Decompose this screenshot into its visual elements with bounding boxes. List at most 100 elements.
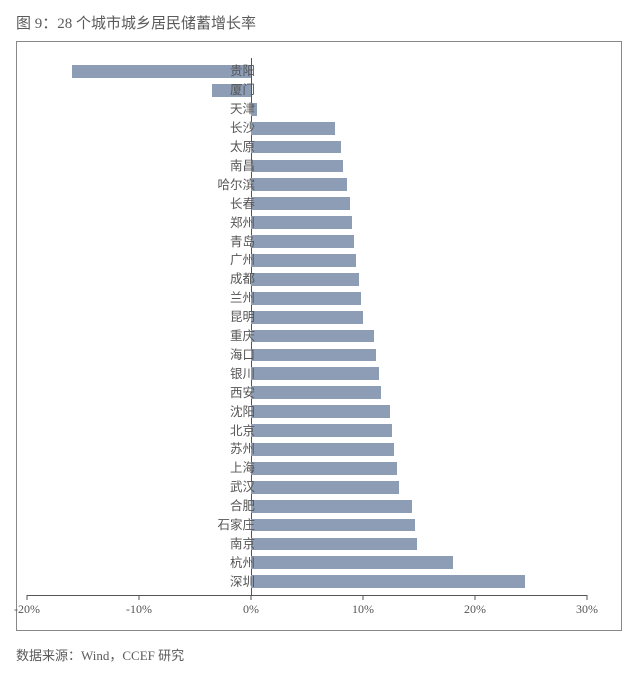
bar-row: 上海: [27, 462, 597, 475]
bar-row: 哈尔滨: [27, 178, 597, 191]
x-tick-mark: [139, 595, 140, 600]
category-label: 长沙: [230, 122, 255, 135]
category-label: 沈阳: [230, 405, 255, 418]
bar-row: 合肥: [27, 500, 597, 513]
bar-row: 青岛: [27, 235, 597, 248]
bar: [251, 254, 356, 267]
category-label: 青岛: [230, 235, 255, 248]
bar-row: 南昌: [27, 160, 597, 173]
category-label: 西安: [230, 386, 255, 399]
bar-row: 沈阳: [27, 405, 597, 418]
bar-row: 海口: [27, 349, 597, 362]
bar-row: 成都: [27, 273, 597, 286]
bar-row: 郑州: [27, 216, 597, 229]
category-label: 郑州: [230, 216, 255, 229]
bar-row: 石家庄: [27, 519, 597, 532]
bar: [251, 386, 381, 399]
bar-row: 广州: [27, 254, 597, 267]
x-tick-mark: [475, 595, 476, 600]
category-label: 苏州: [230, 443, 255, 456]
bar: [251, 556, 453, 569]
bar: [251, 519, 415, 532]
category-label: 武汉: [230, 481, 255, 494]
bar-row: 天津: [27, 103, 597, 116]
bar: [251, 178, 347, 191]
category-label: 哈尔滨: [217, 179, 255, 192]
category-label: 杭州: [230, 557, 255, 570]
figure-source: 数据来源：Wind，CCEF 研究: [16, 645, 624, 664]
x-tick-mark: [363, 595, 364, 600]
category-label: 海口: [230, 349, 255, 362]
x-tick-mark: [587, 595, 588, 600]
category-label: 太原: [230, 141, 255, 154]
figure-title: 图 9：28 个城市城乡居民储蓄增长率: [16, 12, 624, 33]
bar: [251, 481, 399, 494]
category-label: 厦门: [230, 84, 255, 97]
bar-row: 武汉: [27, 481, 597, 494]
bar: [251, 575, 525, 588]
x-tick-mark: [27, 595, 28, 600]
bar-row: 兰州: [27, 292, 597, 305]
bar: [251, 273, 359, 286]
bar: [251, 443, 394, 456]
bar: [251, 349, 376, 362]
plot-area: 贵阳厦门天津长沙太原南昌哈尔滨长春郑州青岛广州成都兰州昆明重庆海口银川西安沈阳北…: [27, 56, 597, 620]
bar: [251, 500, 412, 513]
category-label: 南京: [230, 538, 255, 551]
bar: [251, 141, 341, 154]
bar: [251, 216, 352, 229]
category-label: 北京: [230, 424, 255, 437]
category-label: 昆明: [230, 311, 255, 324]
bar-row: 苏州: [27, 443, 597, 456]
category-label: 南昌: [230, 160, 255, 173]
bar: [251, 160, 343, 173]
bar: [251, 292, 361, 305]
bar: [251, 424, 392, 437]
bar-row: 西安: [27, 386, 597, 399]
bar-row: 银川: [27, 367, 597, 380]
bar: [251, 367, 379, 380]
category-label: 合肥: [230, 500, 255, 513]
category-label: 兰州: [230, 292, 255, 305]
category-label: 上海: [230, 462, 255, 475]
zero-axis-line: [251, 58, 252, 595]
bar: [251, 235, 354, 248]
bar: [251, 311, 363, 324]
bar-row: 重庆: [27, 330, 597, 343]
bar: [251, 538, 417, 551]
bar-row: 太原: [27, 141, 597, 154]
bar-row: 深圳: [27, 575, 597, 588]
bar-row: 北京: [27, 424, 597, 437]
category-label: 贵阳: [230, 65, 255, 78]
category-label: 银川: [230, 368, 255, 381]
bar-row: 昆明: [27, 311, 597, 324]
x-tick-label: 10%: [352, 602, 374, 617]
bar: [251, 330, 374, 343]
category-label: 天津: [230, 103, 255, 116]
x-axis: [27, 595, 587, 596]
bar-row: 杭州: [27, 556, 597, 569]
bar: [251, 462, 397, 475]
bar: [251, 122, 335, 135]
bar: [72, 65, 251, 78]
bar-row: 厦门: [27, 84, 597, 97]
bar: [251, 405, 390, 418]
bar-row: 贵阳: [27, 65, 597, 78]
category-label: 成都: [230, 273, 255, 286]
x-tick-label: -20%: [14, 602, 40, 617]
x-tick-label: 0%: [243, 602, 259, 617]
category-label: 广州: [230, 254, 255, 267]
x-tick-label: -10%: [126, 602, 152, 617]
category-label: 重庆: [230, 330, 255, 343]
category-label: 石家庄: [217, 519, 255, 532]
bar-row: 长春: [27, 197, 597, 210]
figure-container: 图 9：28 个城市城乡居民储蓄增长率 贵阳厦门天津长沙太原南昌哈尔滨长春郑州青…: [0, 0, 640, 674]
bar-row: 长沙: [27, 122, 597, 135]
x-tick-label: 20%: [464, 602, 486, 617]
bar-row: 南京: [27, 538, 597, 551]
x-tick-mark: [251, 595, 252, 600]
category-label: 长春: [230, 197, 255, 210]
category-label: 深圳: [230, 575, 255, 588]
x-tick-label: 30%: [576, 602, 598, 617]
bar: [251, 197, 350, 210]
